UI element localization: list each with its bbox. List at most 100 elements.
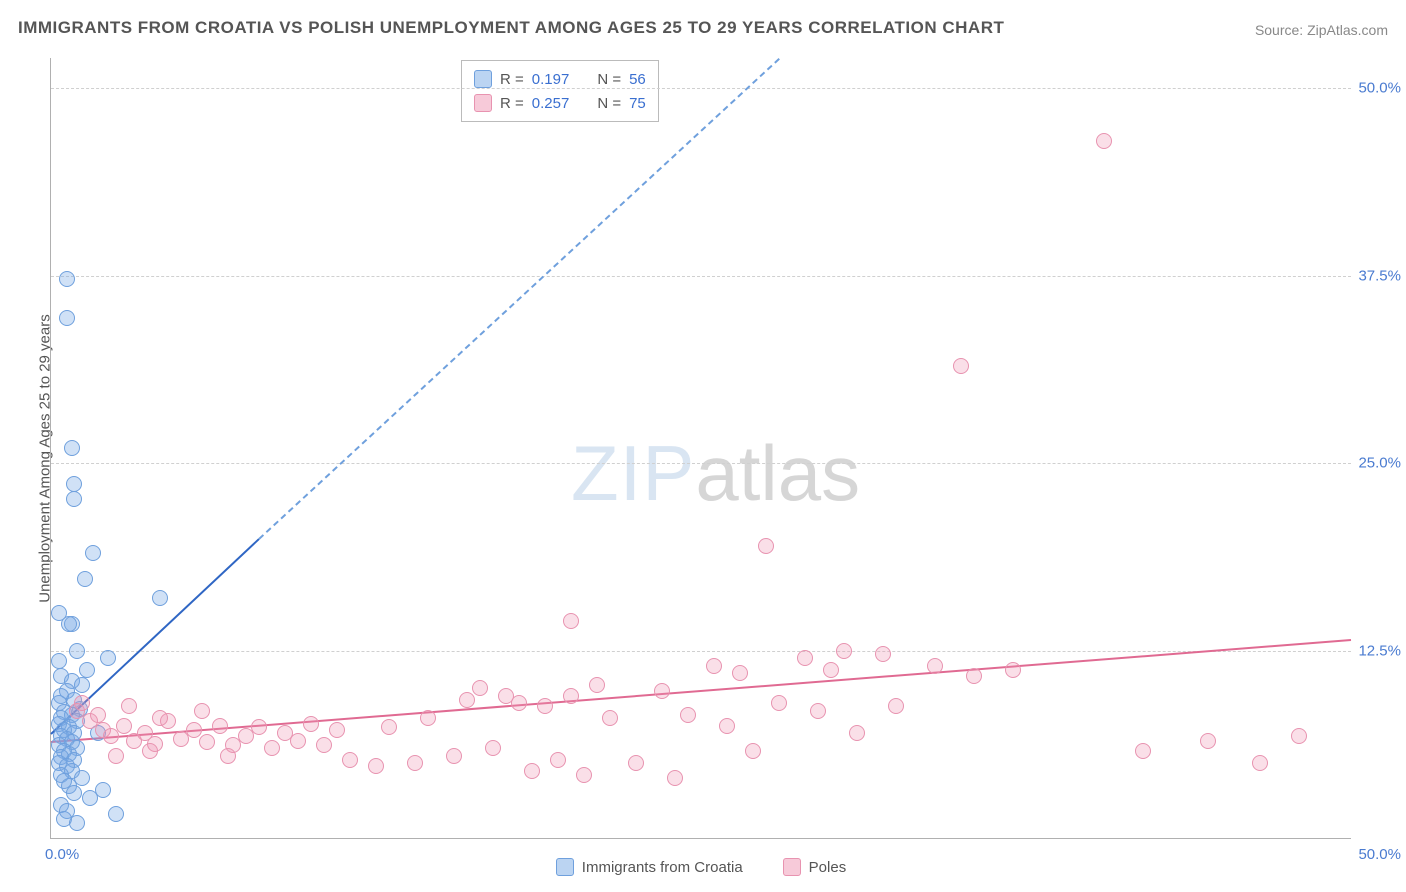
data-point bbox=[810, 703, 826, 719]
r-value: 0.257 bbox=[532, 95, 570, 112]
data-point bbox=[849, 725, 865, 741]
legend-label: Immigrants from Croatia bbox=[582, 859, 743, 876]
legend-item-poles: Poles bbox=[783, 858, 847, 876]
data-point bbox=[485, 740, 501, 756]
data-point bbox=[264, 740, 280, 756]
r-label: R = bbox=[500, 71, 524, 88]
data-point bbox=[1200, 733, 1216, 749]
data-point bbox=[1005, 662, 1021, 678]
data-point bbox=[194, 703, 210, 719]
data-point bbox=[459, 692, 475, 708]
data-point bbox=[66, 491, 82, 507]
data-point bbox=[875, 646, 891, 662]
data-point bbox=[1252, 755, 1268, 771]
data-point bbox=[927, 658, 943, 674]
data-point bbox=[220, 748, 236, 764]
data-point bbox=[77, 571, 93, 587]
y-tick-label: 50.0% bbox=[1358, 80, 1401, 97]
x-tick-label: 0.0% bbox=[45, 846, 79, 863]
data-point bbox=[59, 310, 75, 326]
data-point bbox=[368, 758, 384, 774]
watermark-atlas: atlas bbox=[695, 429, 860, 517]
data-point bbox=[1291, 728, 1307, 744]
data-point bbox=[69, 643, 85, 659]
data-point bbox=[152, 710, 168, 726]
data-point bbox=[199, 734, 215, 750]
y-tick-label: 25.0% bbox=[1358, 455, 1401, 472]
data-point bbox=[758, 538, 774, 554]
swatch-icon bbox=[556, 858, 574, 876]
data-point bbox=[59, 271, 75, 287]
grid-line bbox=[51, 88, 1351, 89]
data-point bbox=[654, 683, 670, 699]
data-point bbox=[771, 695, 787, 711]
data-point bbox=[186, 722, 202, 738]
data-point bbox=[472, 680, 488, 696]
data-point bbox=[100, 650, 116, 666]
data-point bbox=[550, 752, 566, 768]
grid-line bbox=[51, 463, 1351, 464]
data-point bbox=[563, 688, 579, 704]
data-point bbox=[108, 748, 124, 764]
r-label: R = bbox=[500, 95, 524, 112]
y-tick-label: 37.5% bbox=[1358, 267, 1401, 284]
grid-line bbox=[51, 651, 1351, 652]
source-attribution: Source: ZipAtlas.com bbox=[1255, 22, 1388, 38]
source-name: ZipAtlas.com bbox=[1307, 22, 1388, 38]
data-point bbox=[51, 605, 67, 621]
data-point bbox=[303, 716, 319, 732]
data-point bbox=[142, 743, 158, 759]
data-point bbox=[602, 710, 618, 726]
correlation-legend: R = 0.197 N = 56 R = 0.257 N = 75 bbox=[461, 60, 659, 122]
legend-label: Poles bbox=[809, 859, 847, 876]
watermark: ZIPatlas bbox=[571, 428, 860, 519]
grid-line bbox=[51, 276, 1351, 277]
data-point bbox=[446, 748, 462, 764]
data-point bbox=[524, 763, 540, 779]
data-point bbox=[152, 590, 168, 606]
data-point bbox=[1135, 743, 1151, 759]
data-point bbox=[82, 790, 98, 806]
data-point bbox=[90, 707, 106, 723]
x-tick-label: 50.0% bbox=[1358, 846, 1401, 863]
data-point bbox=[797, 650, 813, 666]
trend-line bbox=[258, 58, 779, 539]
swatch-icon bbox=[783, 858, 801, 876]
data-point bbox=[836, 643, 852, 659]
data-point bbox=[966, 668, 982, 684]
data-point bbox=[420, 710, 436, 726]
n-value: 56 bbox=[629, 71, 646, 88]
data-point bbox=[511, 695, 527, 711]
data-point bbox=[407, 755, 423, 771]
scatter-plot-area: ZIPatlas R = 0.197 N = 56 R = 0.257 N = … bbox=[50, 58, 1351, 839]
n-label: N = bbox=[597, 95, 621, 112]
data-point bbox=[589, 677, 605, 693]
data-point bbox=[121, 698, 137, 714]
legend-row-poles: R = 0.257 N = 75 bbox=[474, 91, 646, 115]
watermark-zip: ZIP bbox=[571, 429, 695, 517]
data-point bbox=[212, 718, 228, 734]
data-point bbox=[108, 806, 124, 822]
data-point bbox=[316, 737, 332, 753]
data-point bbox=[74, 677, 90, 693]
data-point bbox=[745, 743, 761, 759]
chart-title: IMMIGRANTS FROM CROATIA VS POLISH UNEMPL… bbox=[18, 18, 1004, 38]
data-point bbox=[537, 698, 553, 714]
data-point bbox=[888, 698, 904, 714]
data-point bbox=[74, 695, 90, 711]
r-value: 0.197 bbox=[532, 71, 570, 88]
data-point bbox=[329, 722, 345, 738]
data-point bbox=[64, 440, 80, 456]
data-point bbox=[1096, 133, 1112, 149]
data-point bbox=[667, 770, 683, 786]
data-point bbox=[823, 662, 839, 678]
data-point bbox=[79, 662, 95, 678]
data-point bbox=[116, 718, 132, 734]
source-prefix: Source: bbox=[1255, 22, 1307, 38]
legend-item-croatia: Immigrants from Croatia bbox=[556, 858, 743, 876]
data-point bbox=[576, 767, 592, 783]
data-point bbox=[85, 545, 101, 561]
data-point bbox=[719, 718, 735, 734]
n-value: 75 bbox=[629, 95, 646, 112]
data-point bbox=[732, 665, 748, 681]
